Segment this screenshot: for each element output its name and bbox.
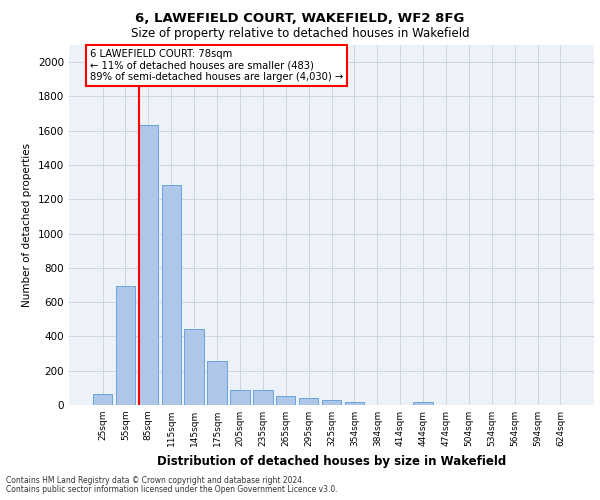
Bar <box>116 286 135 405</box>
Bar <box>184 328 204 405</box>
Bar <box>161 184 181 405</box>
Bar <box>253 390 272 405</box>
Bar <box>230 390 250 405</box>
Text: Contains public sector information licensed under the Open Government Licence v3: Contains public sector information licen… <box>6 485 338 494</box>
Bar <box>276 396 295 405</box>
Text: 6 LAWEFIELD COURT: 78sqm
← 11% of detached houses are smaller (483)
89% of semi-: 6 LAWEFIELD COURT: 78sqm ← 11% of detach… <box>90 48 343 82</box>
Text: 6, LAWEFIELD COURT, WAKEFIELD, WF2 8FG: 6, LAWEFIELD COURT, WAKEFIELD, WF2 8FG <box>136 12 464 26</box>
Bar <box>208 362 227 405</box>
Text: Contains HM Land Registry data © Crown copyright and database right 2024.: Contains HM Land Registry data © Crown c… <box>6 476 305 485</box>
Bar <box>344 402 364 405</box>
Y-axis label: Number of detached properties: Number of detached properties <box>22 143 32 307</box>
Bar <box>413 402 433 405</box>
Bar <box>93 394 112 405</box>
Bar <box>299 398 319 405</box>
Bar <box>322 400 341 405</box>
Text: Size of property relative to detached houses in Wakefield: Size of property relative to detached ho… <box>131 28 469 40</box>
X-axis label: Distribution of detached houses by size in Wakefield: Distribution of detached houses by size … <box>157 454 506 468</box>
Bar <box>139 124 158 405</box>
